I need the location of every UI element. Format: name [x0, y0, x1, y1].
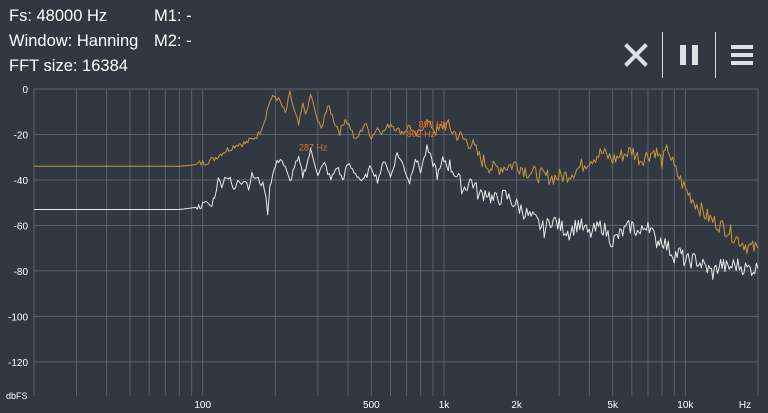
- marker2-readout: M2: -: [154, 32, 192, 50]
- marker1-readout: M1: -: [154, 7, 192, 25]
- pause-button[interactable]: [663, 32, 715, 78]
- y-tick-label: -80: [14, 267, 29, 278]
- menu-button[interactable]: [716, 32, 768, 78]
- y-tick-label: -60: [14, 221, 29, 232]
- y-tick-label: -40: [14, 176, 29, 187]
- y-tick-label: -120: [8, 358, 28, 369]
- info-left: Fs: 48000 Hz Window: Hanning FFT size: 1…: [9, 4, 138, 79]
- toolbar-divider: [662, 32, 663, 78]
- sample-rate-text: Fs: 48000 Hz: [9, 7, 108, 25]
- menu-icon: [731, 45, 753, 65]
- toolbar-divider: [715, 32, 716, 78]
- x-tick-label: 1k: [439, 400, 451, 411]
- toolbar: [610, 32, 768, 78]
- x-unit-label: Hz: [739, 400, 751, 411]
- y-tick-label: 0: [22, 85, 28, 96]
- close-icon: [624, 43, 648, 67]
- close-button[interactable]: [610, 32, 662, 78]
- window-type-text: Window: Hanning: [9, 32, 139, 50]
- y-tick-label: -20: [14, 130, 29, 141]
- y-unit-label: dbFS: [6, 391, 28, 401]
- peak-marker-label: 287 Hz: [299, 142, 328, 152]
- marker-readouts: M1: - M2: -: [154, 4, 192, 54]
- pause-icon: [680, 45, 698, 65]
- x-tick-label: 500: [363, 400, 380, 411]
- x-tick-label: 10k: [677, 400, 694, 411]
- y-tick-label: -100: [8, 312, 28, 323]
- peak-hold-series-line: [34, 90, 759, 254]
- x-tick-label: 5k: [607, 400, 619, 411]
- current-spectrum-series-line: [34, 144, 759, 280]
- x-tick-label: 100: [194, 400, 211, 411]
- x-tick-label: 2k: [511, 400, 523, 411]
- peak-marker-label: 802 Hz: [407, 129, 436, 139]
- fft-size-text: FFT size: 16384: [9, 57, 128, 75]
- peak-marker-label: 899 Hz: [419, 120, 448, 130]
